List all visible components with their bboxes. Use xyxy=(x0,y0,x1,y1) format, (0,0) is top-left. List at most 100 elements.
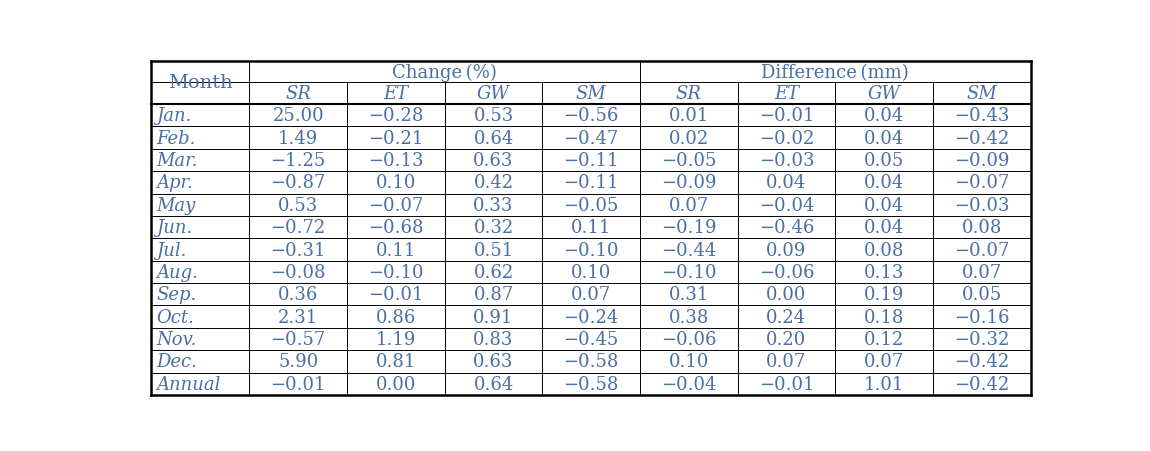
Text: 0.53: 0.53 xyxy=(278,196,319,214)
Text: 0.62: 0.62 xyxy=(474,263,514,281)
Text: 0.04: 0.04 xyxy=(864,174,904,192)
Text: Annual: Annual xyxy=(156,375,221,393)
Text: 0.05: 0.05 xyxy=(961,285,1002,304)
Text: Aug.: Aug. xyxy=(156,263,198,281)
Text: −0.04: −0.04 xyxy=(661,375,716,393)
Text: 0.10: 0.10 xyxy=(668,353,710,371)
Text: −0.44: −0.44 xyxy=(661,241,716,259)
Text: Nov.: Nov. xyxy=(156,330,197,348)
Text: −0.57: −0.57 xyxy=(270,330,325,348)
Text: 0.04: 0.04 xyxy=(864,129,904,147)
Text: −0.21: −0.21 xyxy=(368,129,423,147)
Text: Change (%): Change (%) xyxy=(392,64,497,82)
Text: Mar.: Mar. xyxy=(156,152,198,170)
Text: 0.32: 0.32 xyxy=(474,219,514,237)
Text: 0.81: 0.81 xyxy=(376,353,416,371)
Text: ET: ET xyxy=(774,85,799,103)
Text: 0.36: 0.36 xyxy=(278,285,319,304)
Text: 0.33: 0.33 xyxy=(474,196,514,214)
Text: −0.07: −0.07 xyxy=(954,174,1010,192)
Text: −0.11: −0.11 xyxy=(564,152,619,170)
Text: −0.58: −0.58 xyxy=(564,353,619,371)
Text: Sep.: Sep. xyxy=(156,285,197,304)
Text: 0.05: 0.05 xyxy=(864,152,904,170)
Text: 0.10: 0.10 xyxy=(570,263,612,281)
Text: −1.25: −1.25 xyxy=(270,152,325,170)
Text: 0.64: 0.64 xyxy=(474,375,514,393)
Text: −0.01: −0.01 xyxy=(270,375,325,393)
Text: 0.07: 0.07 xyxy=(864,353,904,371)
Text: −0.45: −0.45 xyxy=(564,330,619,348)
Text: −0.31: −0.31 xyxy=(270,241,325,259)
Text: 0.04: 0.04 xyxy=(864,219,904,237)
Text: 0.91: 0.91 xyxy=(474,308,514,326)
Text: SM: SM xyxy=(966,85,997,103)
Text: −0.87: −0.87 xyxy=(270,174,325,192)
Text: SR: SR xyxy=(285,85,312,103)
Text: −0.04: −0.04 xyxy=(759,196,814,214)
Text: −0.06: −0.06 xyxy=(661,330,716,348)
Text: −0.01: −0.01 xyxy=(759,375,814,393)
Text: 0.04: 0.04 xyxy=(864,196,904,214)
Text: 5.90: 5.90 xyxy=(278,353,319,371)
Text: 0.42: 0.42 xyxy=(474,174,514,192)
Text: −0.46: −0.46 xyxy=(759,219,814,237)
Text: 0.00: 0.00 xyxy=(766,285,806,304)
Text: 0.08: 0.08 xyxy=(864,241,904,259)
Text: −0.01: −0.01 xyxy=(759,107,814,125)
Text: −0.72: −0.72 xyxy=(270,219,325,237)
Text: 2.31: 2.31 xyxy=(278,308,319,326)
Text: −0.16: −0.16 xyxy=(954,308,1010,326)
Text: −0.47: −0.47 xyxy=(564,129,619,147)
Text: −0.28: −0.28 xyxy=(368,107,423,125)
Text: 0.19: 0.19 xyxy=(864,285,904,304)
Text: 1.01: 1.01 xyxy=(864,375,904,393)
Text: Feb.: Feb. xyxy=(156,129,196,147)
Text: 0.63: 0.63 xyxy=(474,353,514,371)
Text: −0.42: −0.42 xyxy=(954,129,1010,147)
Text: −0.42: −0.42 xyxy=(954,375,1010,393)
Text: −0.11: −0.11 xyxy=(564,174,619,192)
Text: −0.43: −0.43 xyxy=(954,107,1010,125)
Text: Jul.: Jul. xyxy=(156,241,186,259)
Text: 0.53: 0.53 xyxy=(474,107,514,125)
Text: Difference (mm): Difference (mm) xyxy=(761,64,910,82)
Text: 1.19: 1.19 xyxy=(376,330,416,348)
Text: 0.20: 0.20 xyxy=(766,330,806,348)
Text: −0.19: −0.19 xyxy=(661,219,716,237)
Text: −0.05: −0.05 xyxy=(661,152,716,170)
Text: Jun.: Jun. xyxy=(156,219,192,237)
Text: 25.00: 25.00 xyxy=(273,107,324,125)
Text: 0.07: 0.07 xyxy=(961,263,1002,281)
Text: −0.06: −0.06 xyxy=(759,263,814,281)
Text: 0.07: 0.07 xyxy=(572,285,612,304)
Text: 0.51: 0.51 xyxy=(474,241,514,259)
Text: −0.24: −0.24 xyxy=(564,308,619,326)
Text: −0.10: −0.10 xyxy=(564,241,619,259)
Text: 0.38: 0.38 xyxy=(668,308,710,326)
Text: 0.07: 0.07 xyxy=(668,196,708,214)
Text: 0.63: 0.63 xyxy=(474,152,514,170)
Text: 0.11: 0.11 xyxy=(570,219,612,237)
Text: −0.42: −0.42 xyxy=(954,353,1010,371)
Text: 0.08: 0.08 xyxy=(961,219,1002,237)
Text: Month: Month xyxy=(168,74,232,92)
Text: 0.86: 0.86 xyxy=(376,308,416,326)
Text: −0.10: −0.10 xyxy=(661,263,716,281)
Text: 0.12: 0.12 xyxy=(864,330,904,348)
Text: −0.68: −0.68 xyxy=(368,219,423,237)
Text: Jan.: Jan. xyxy=(156,107,192,125)
Text: 0.09: 0.09 xyxy=(766,241,806,259)
Text: Dec.: Dec. xyxy=(156,353,197,371)
Text: −0.07: −0.07 xyxy=(954,241,1010,259)
Text: Apr.: Apr. xyxy=(156,174,193,192)
Text: 0.64: 0.64 xyxy=(474,129,514,147)
Text: −0.13: −0.13 xyxy=(368,152,423,170)
Text: −0.01: −0.01 xyxy=(368,285,423,304)
Text: −0.05: −0.05 xyxy=(564,196,619,214)
Text: −0.03: −0.03 xyxy=(954,196,1010,214)
Text: SM: SM xyxy=(576,85,606,103)
Text: 0.13: 0.13 xyxy=(864,263,904,281)
Text: 0.87: 0.87 xyxy=(474,285,514,304)
Text: 0.18: 0.18 xyxy=(864,308,904,326)
